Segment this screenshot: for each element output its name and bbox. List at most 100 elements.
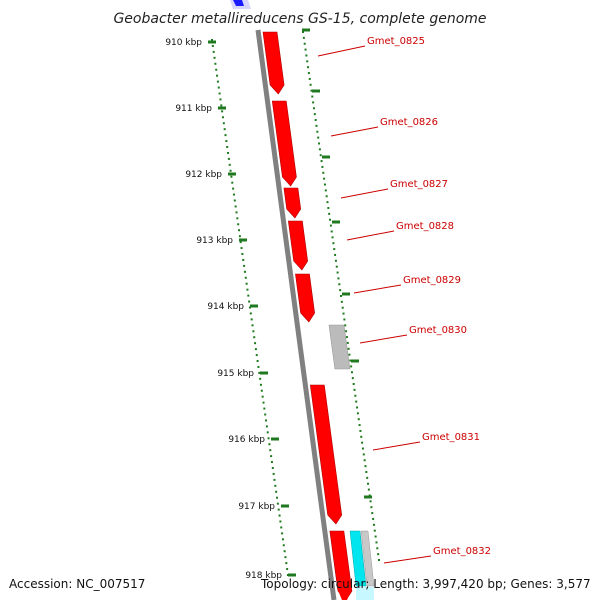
guide-tick-mark [351, 359, 359, 363]
right-guide-dot [361, 441, 364, 444]
left-guide-dot [283, 550, 286, 553]
left-guide-dot [266, 431, 269, 434]
left-guide-dot [252, 330, 255, 333]
gene-arrow[interactable] [287, 220, 308, 271]
gene-arrow[interactable] [328, 324, 351, 370]
right-guide-dot [330, 230, 333, 233]
right-guide-dot [345, 336, 348, 339]
gene-label[interactable]: Gmet_0827 [390, 179, 448, 190]
tick-label: 918 kbp [245, 571, 282, 581]
right-guide-dot [364, 465, 367, 468]
left-guide-dot [281, 538, 284, 541]
right-guide-dot [375, 541, 378, 544]
right-guide-dot [343, 318, 346, 321]
map-title: Geobacter metallireducens GS-15, complet… [113, 11, 486, 27]
right-guide-dot [348, 353, 351, 356]
left-guide-dot [259, 377, 262, 380]
left-guide-dot [228, 163, 231, 166]
left-guide-dot [220, 104, 223, 107]
right-guide-dot [321, 165, 324, 168]
right-guide-dot [352, 383, 355, 385]
right-guide-dot [378, 559, 380, 561]
right-guide-dot [342, 312, 345, 315]
right-guide-dot [312, 101, 315, 104]
left-guide-dot [229, 169, 232, 172]
extra-features [337, 530, 375, 600]
left-guide-dot [282, 544, 285, 547]
left-guide-dot [237, 223, 240, 226]
gene-label[interactable]: Gmet_0830 [409, 325, 467, 336]
right-guide-dot [323, 183, 326, 186]
right-guide-dot [336, 271, 339, 274]
left-guide-dot [217, 86, 220, 89]
right-guide-dot [354, 394, 357, 397]
right-guide-dot [346, 341, 349, 344]
right-guide-dot [337, 277, 340, 280]
gene-arrow[interactable] [262, 31, 285, 95]
left-guide-dot [256, 360, 259, 362]
gene-label[interactable]: Gmet_0831 [422, 432, 480, 443]
left-guide-dot [248, 300, 251, 303]
right-guide-dot [304, 48, 307, 51]
left-guide-dot [227, 151, 230, 154]
left-guide-dot [253, 336, 256, 339]
gene-arrow[interactable] [309, 384, 343, 525]
left-guide-dot [239, 241, 242, 244]
gene-label[interactable]: Gmet_0825 [367, 36, 425, 47]
right-guide-dot [334, 253, 337, 256]
right-guide-dot [367, 482, 370, 485]
left-guide-dot [278, 514, 281, 517]
left-guide-dot [238, 229, 241, 232]
right-guide-dot [307, 72, 310, 75]
tick-mark [228, 172, 236, 176]
right-guide-dot [328, 212, 331, 215]
left-guide-dot [281, 532, 284, 535]
right-guide-dot [316, 130, 319, 133]
right-guide-dot [327, 207, 330, 209]
left-guide-dot [275, 490, 278, 493]
guide-tick-mark [302, 28, 310, 32]
left-guide-dot [257, 365, 260, 368]
gene-label[interactable]: Gmet_0829 [403, 275, 461, 286]
left-guide-dot [263, 407, 266, 410]
left-guide-dot [232, 193, 235, 196]
right-guide-dot [324, 189, 327, 192]
left-guide-dot [233, 199, 236, 202]
left-guide-dot [258, 371, 261, 374]
feature-cyan [349, 530, 367, 587]
gene-label[interactable]: Gmet_0832 [433, 546, 491, 557]
gene-arrow[interactable] [295, 273, 315, 323]
right-guide-dot [370, 506, 373, 509]
gene-arrow[interactable] [271, 100, 297, 187]
left-guide-dot [230, 175, 233, 178]
right-guide-dot [341, 306, 344, 309]
left-guide-dot [235, 211, 238, 214]
gene-label[interactable]: Gmet_0826 [380, 117, 438, 128]
left-guide-dot [268, 443, 271, 446]
gene-arrow[interactable] [329, 530, 353, 600]
left-guide-dot [280, 526, 283, 529]
gene-callout-line [359, 334, 408, 344]
left-guide-dot [215, 68, 218, 71]
left-guide-dot [234, 205, 237, 208]
right-guide-dot [303, 42, 306, 45]
right-guide-dot [355, 400, 358, 403]
left-guide-dot [223, 128, 226, 131]
tick-label: 912 kbp [185, 170, 222, 180]
gene-track: Gmet_0825 Gmet_0826 Gmet_0827 Gmet_0828 Gmet… [262, 31, 491, 600]
left-guide-dot [218, 92, 221, 95]
gene-arrow[interactable] [283, 187, 302, 219]
gene-callout-line [340, 188, 389, 199]
left-guide-dot [226, 146, 229, 148]
right-guide-dot [359, 429, 362, 432]
gene-callout-line [383, 555, 432, 564]
left-guide-dot [267, 437, 270, 440]
position-ticks: 910 kbp 911 kbp 912 kbp 913 kbp 914 kbp 915 k… [165, 28, 372, 581]
gene-label[interactable]: Gmet_0828 [396, 221, 454, 232]
right-guide-dot [363, 459, 366, 462]
right-guide-dot [309, 83, 312, 86]
right-guide-dot [357, 418, 360, 421]
left-guide-dot [261, 395, 264, 398]
gene-callout-line [372, 441, 421, 451]
right-guide-dot [369, 500, 372, 503]
